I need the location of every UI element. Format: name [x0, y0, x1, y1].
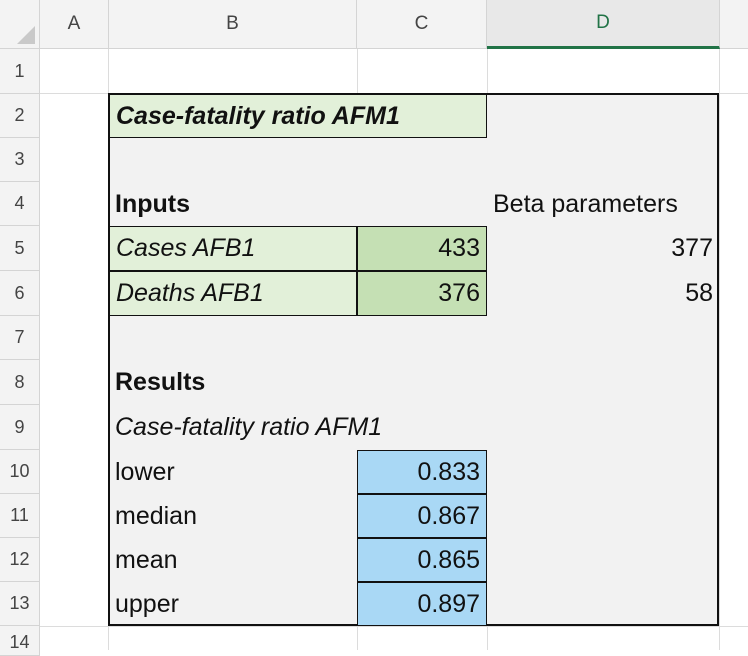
result-label-upper[interactable]: upper	[115, 589, 179, 618]
row-header-9[interactable]: 9	[0, 405, 40, 450]
column-header-c[interactable]: C	[357, 0, 487, 49]
cases-label[interactable]: Cases AFB1	[109, 226, 357, 271]
row-header-10[interactable]: 10	[0, 450, 40, 494]
result-value-upper[interactable]: 0.897	[357, 582, 487, 626]
result-label-lower[interactable]: lower	[115, 457, 175, 486]
result-label-median[interactable]: median	[115, 501, 197, 530]
row-header-5[interactable]: 5	[0, 226, 40, 271]
row-header-14[interactable]: 14	[0, 626, 40, 656]
inputs-heading[interactable]: Inputs	[115, 189, 190, 218]
row-header-13[interactable]: 13	[0, 582, 40, 626]
row-header-12[interactable]: 12	[0, 538, 40, 582]
beta-alpha-value[interactable]: 377	[671, 234, 713, 262]
gridline	[40, 626, 748, 627]
gridline	[719, 49, 720, 650]
row-header-7[interactable]: 7	[0, 316, 40, 360]
column-header-a[interactable]: A	[40, 0, 109, 49]
row-header-3[interactable]: 3	[0, 138, 40, 182]
result-value-mean[interactable]: 0.865	[357, 538, 487, 582]
column-header-b[interactable]: B	[109, 0, 357, 49]
results-heading[interactable]: Results	[115, 368, 206, 396]
column-header-e[interactable]	[720, 0, 748, 49]
deaths-label[interactable]: Deaths AFB1	[109, 271, 357, 316]
result-value-lower[interactable]: 0.833	[357, 450, 487, 494]
row-header-4[interactable]: 4	[0, 182, 40, 226]
result-value-median[interactable]: 0.867	[357, 494, 487, 538]
beta-parameters-heading[interactable]: Beta parameters	[493, 189, 678, 218]
row-header-6[interactable]: 6	[0, 271, 40, 316]
result-label-mean[interactable]: mean	[115, 545, 178, 574]
title-cell[interactable]: Case-fatality ratio AFM1	[109, 94, 487, 138]
cases-input[interactable]: 433	[357, 226, 487, 271]
select-all-button[interactable]	[0, 0, 40, 49]
column-header-d[interactable]: D	[487, 0, 720, 49]
row-header-11[interactable]: 11	[0, 494, 40, 538]
row-header-2[interactable]: 2	[0, 94, 40, 138]
row-header-1[interactable]: 1	[0, 49, 40, 94]
select-all-triangle-icon	[17, 26, 35, 44]
beta-beta-value[interactable]: 58	[685, 279, 713, 307]
row-header-8[interactable]: 8	[0, 360, 40, 405]
results-subheading[interactable]: Case-fatality ratio AFM1	[115, 413, 383, 441]
deaths-input[interactable]: 376	[357, 271, 487, 316]
